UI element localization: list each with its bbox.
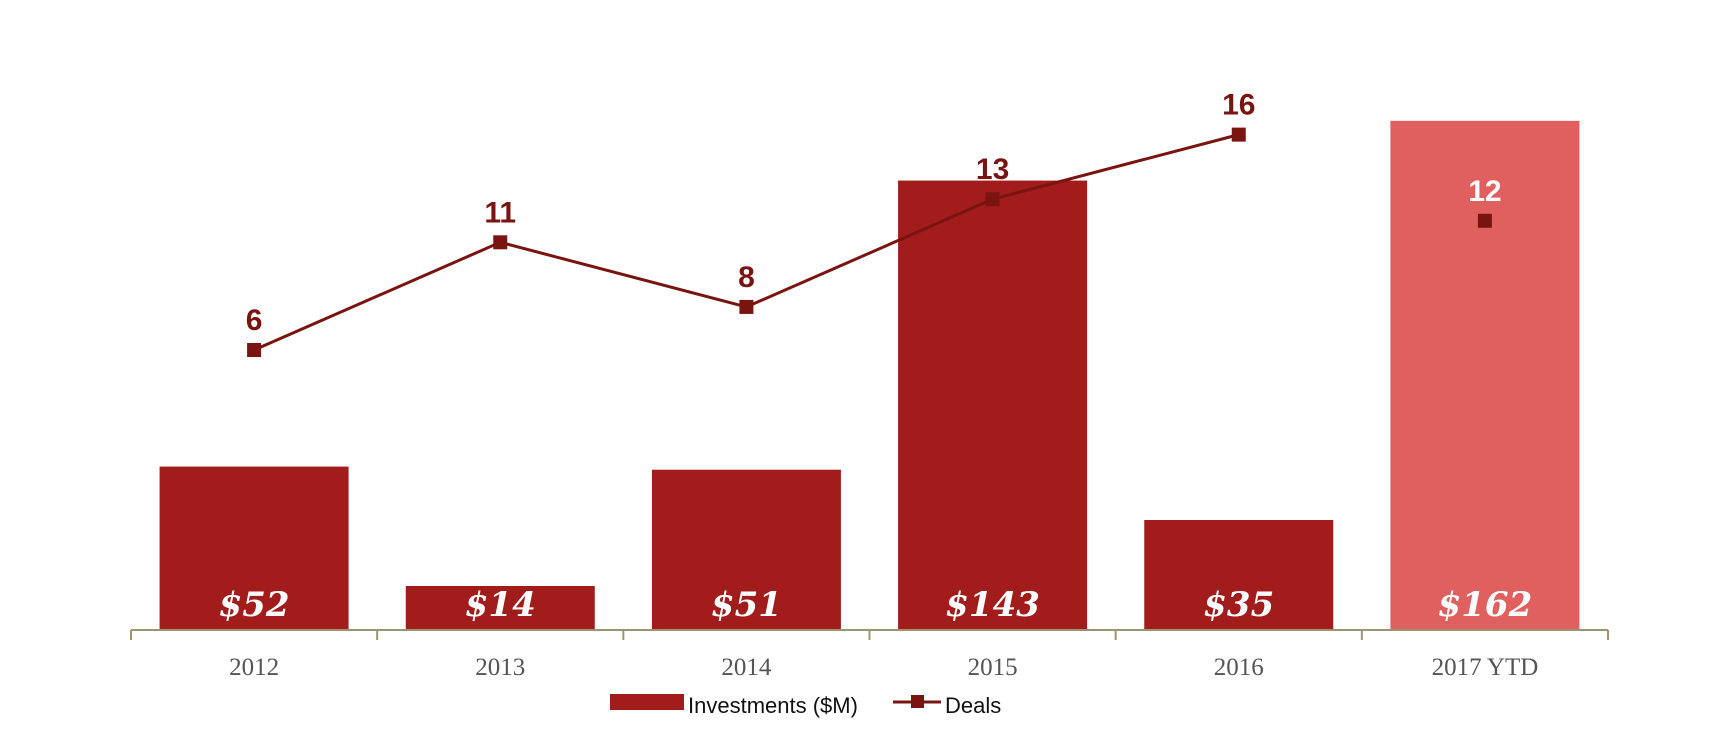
bar-value-label: $51 [711,585,782,625]
deals-line-series [247,127,1492,357]
bar-value-label: $14 [465,585,536,625]
bar-2012 [159,466,349,630]
bar-2014 [651,469,841,630]
deal-value-label: 8 [738,261,755,294]
legend-deals-marker [911,695,924,708]
x-tick-labels: 2012 2013 2014 2015 2016 2017 YTD [229,654,1538,681]
x-tick-label: 2016 [1214,654,1264,681]
x-axis [130,629,1609,640]
deal-value-label: 6 [246,304,263,337]
bar-series [159,120,1580,631]
deals-marker [1477,213,1492,228]
deals-marker [247,343,262,357]
legend-investments-swatch [610,694,684,710]
bar-2015 [898,180,1088,631]
legend: Investments ($M) Deals [610,693,1001,718]
bar-2017-ytd [1390,120,1580,630]
bar-2016 [1144,520,1334,630]
bar-2013 [405,586,595,630]
deals-marker [739,299,754,314]
deals-marker [985,192,1000,207]
x-tick-label: 2015 [968,654,1018,681]
bar-value-labels: $52 $14 $51 $143 $35 $162 [219,585,1533,625]
x-tick-label: 2012 [229,654,279,681]
legend-investments-label: Investments ($M) [688,693,858,718]
x-tick-label: 2014 [721,654,772,681]
deal-value-label: 16 [1222,89,1255,122]
deals-line [253,133,1240,352]
deals-marker [493,235,508,250]
bar-value-label: $143 [945,585,1040,625]
deal-value-label: 12 [1468,175,1501,208]
deal-value-label: 11 [484,196,516,229]
x-tick-label: 2013 [475,654,525,681]
x-tick-label: 2017 YTD [1432,654,1539,681]
deal-value-label: 13 [976,153,1009,186]
deal-value-labels: 6 11 8 13 16 12 [246,89,1502,337]
bar-value-label: $162 [1438,585,1533,625]
legend-deals-label: Deals [945,693,1001,718]
bar-value-label: $52 [219,585,290,625]
bar-value-label: $35 [1203,585,1274,625]
deals-marker [1231,127,1246,142]
